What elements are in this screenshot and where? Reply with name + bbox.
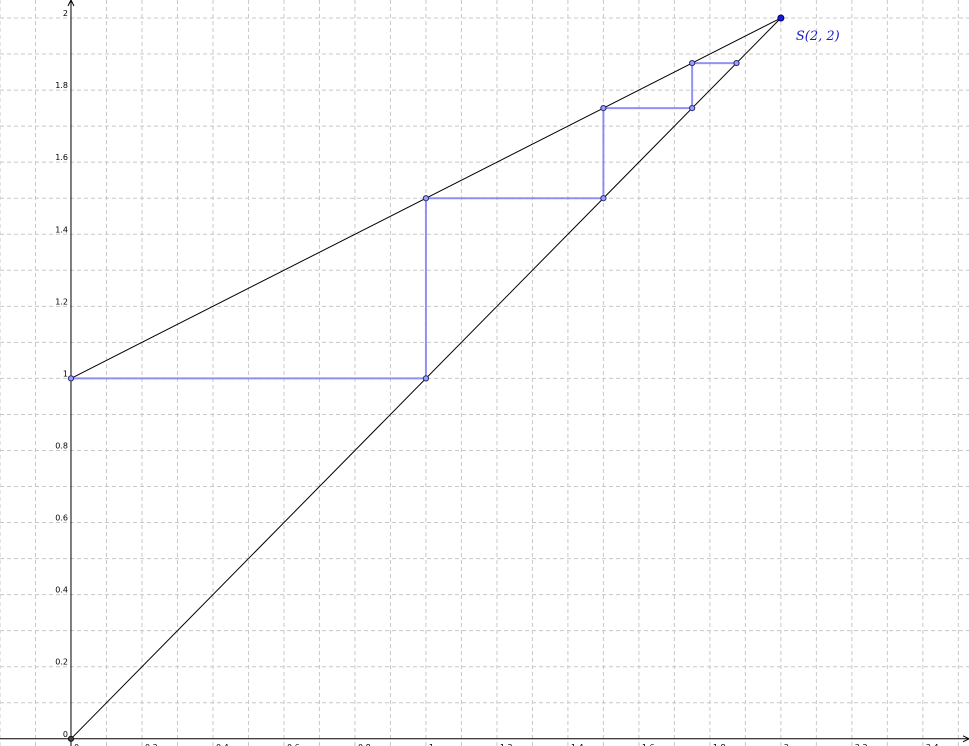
y-tick-label: 0: [63, 730, 68, 739]
iteration-point: [68, 376, 73, 381]
y-tick-label: 0.8: [55, 441, 68, 450]
annotations: S(2, 2): [796, 29, 840, 44]
iteration-point: [423, 376, 428, 381]
y-tick-label: 1.8: [55, 81, 68, 90]
cobweb-path: [71, 63, 737, 378]
iteration-point: [734, 60, 739, 65]
iteration-point: [423, 196, 428, 201]
y-tick-label: 1.4: [55, 225, 68, 234]
y-tick-label: 1.6: [55, 153, 68, 162]
y-tick-label: 1.2: [55, 297, 68, 306]
origin-point: [68, 736, 73, 741]
y-tick-label: 0.4: [55, 586, 68, 595]
iteration-point: [601, 106, 606, 111]
y-tick-label: 0.6: [55, 514, 68, 523]
fixed-point: [778, 15, 784, 21]
y-tick-label: 0.2: [55, 658, 68, 667]
fixed-point-label: S(2, 2): [796, 29, 840, 44]
iteration-point: [690, 106, 695, 111]
iteration-point: [690, 60, 695, 65]
y-tick-label: 1: [63, 369, 68, 378]
iteration-point: [601, 196, 606, 201]
y-tick-label: 2: [63, 9, 68, 18]
